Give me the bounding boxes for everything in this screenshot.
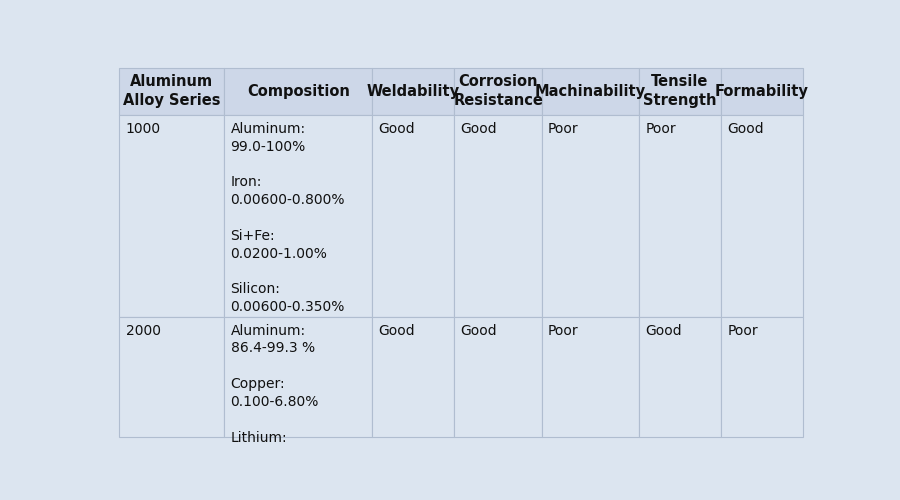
Bar	[721, 316, 803, 438]
Text: Poor: Poor	[727, 324, 758, 338]
Bar	[721, 68, 803, 115]
Text: Machinability: Machinability	[535, 84, 646, 99]
Text: Weldability: Weldability	[367, 84, 460, 99]
Text: Good: Good	[461, 324, 498, 338]
Bar	[224, 115, 373, 316]
Bar	[373, 316, 454, 438]
Bar	[224, 68, 373, 115]
Bar	[120, 68, 224, 115]
Text: 1000: 1000	[126, 122, 161, 136]
Text: Good: Good	[727, 122, 764, 136]
Text: Good: Good	[379, 324, 415, 338]
Bar	[639, 115, 721, 316]
Text: Formability: Formability	[716, 84, 809, 99]
Text: 2000: 2000	[126, 324, 161, 338]
Bar	[454, 115, 542, 316]
Bar	[639, 316, 721, 438]
Text: Aluminum:
86.4-99.3 %

Copper:
0.100-6.80%

Lithium:: Aluminum: 86.4-99.3 % Copper: 0.100-6.80…	[230, 324, 319, 444]
Text: Tensile
Strength: Tensile Strength	[644, 74, 716, 108]
Bar	[542, 68, 639, 115]
Text: Aluminum
Alloy Series: Aluminum Alloy Series	[123, 74, 220, 108]
Text: Good: Good	[379, 122, 415, 136]
Text: Poor: Poor	[645, 122, 676, 136]
Bar	[373, 115, 454, 316]
Text: Aluminum:
99.0-100%

Iron:
0.00600-0.800%

Si+Fe:
0.0200-1.00%

Silicon:
0.00600: Aluminum: 99.0-100% Iron: 0.00600-0.800%…	[230, 122, 345, 314]
Bar	[224, 316, 373, 438]
Bar	[120, 115, 224, 316]
Bar	[542, 115, 639, 316]
Bar	[120, 316, 224, 438]
Bar	[454, 316, 542, 438]
Bar	[542, 316, 639, 438]
Bar	[454, 68, 542, 115]
Bar	[373, 68, 454, 115]
Text: Good: Good	[461, 122, 498, 136]
Bar	[721, 115, 803, 316]
Text: Corrosion
Resistance: Corrosion Resistance	[453, 74, 543, 108]
Bar	[639, 68, 721, 115]
Text: Poor: Poor	[548, 324, 579, 338]
Text: Composition: Composition	[247, 84, 350, 99]
Text: Poor: Poor	[548, 122, 579, 136]
Text: Good: Good	[645, 324, 682, 338]
